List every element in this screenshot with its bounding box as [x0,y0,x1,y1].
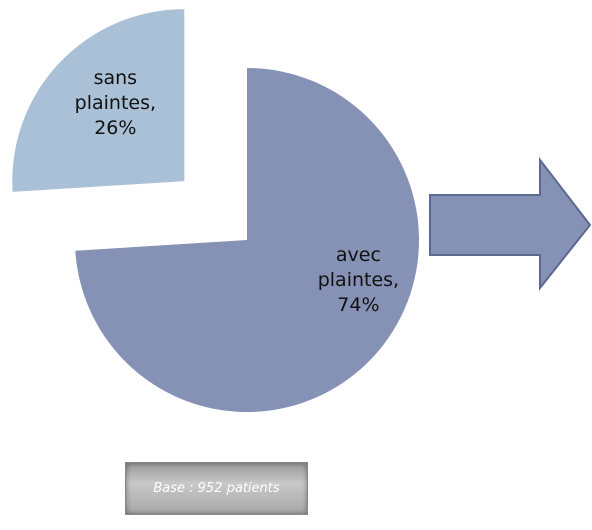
arrow [429,157,592,291]
slice-label: avec plaintes, [317,243,400,291]
slice-label: sans plaintes, [74,67,157,115]
annotation: Base : 952 patients [125,462,308,515]
slice-value: 26% [94,117,137,140]
pie-slice [75,67,419,412]
pie-slice [12,9,185,192]
slice-value: 74% [337,293,380,316]
